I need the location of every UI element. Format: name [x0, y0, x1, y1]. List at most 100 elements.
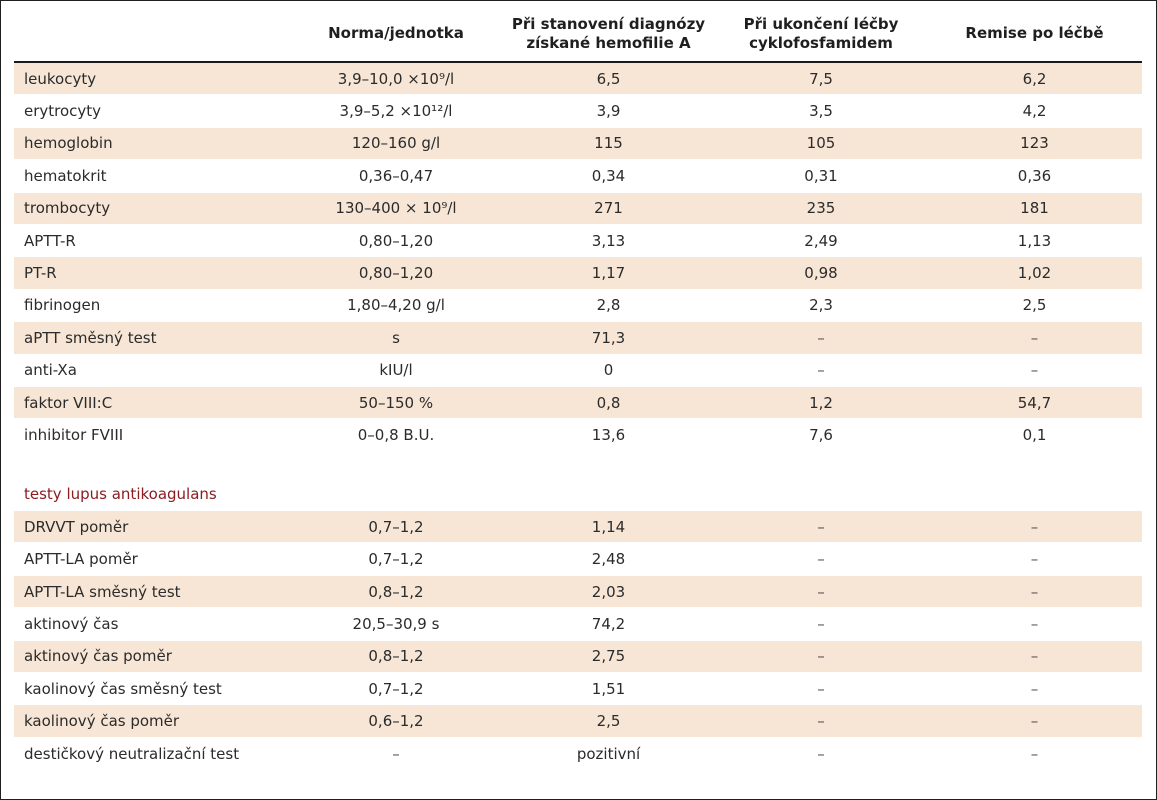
end-of-therapy-cell: 105 — [715, 127, 927, 161]
table-row: kaolinový čas poměr 0,6–1,2 2,5 – – — [14, 704, 1142, 738]
row-label: aPTT směsný test — [14, 321, 290, 355]
table-row: faktor VIII:C 50–150 % 0,8 1,2 54,7 — [14, 386, 1142, 420]
diagnosis-cell: 71,3 — [502, 321, 715, 355]
header-cell-norm: Norma/jednotka — [290, 6, 502, 63]
diagnosis-cell: 271 — [502, 192, 715, 225]
table-row: aktinový čas poměr 0,8–1,2 2,75 – – — [14, 640, 1142, 674]
diagnosis-cell: 0 — [502, 354, 715, 387]
remission-cell: 0,36 — [927, 159, 1142, 193]
header-cell-diagnosis: Při stanovení diagnózy získané hemofilie… — [502, 6, 715, 63]
end-of-therapy-cell: 3,5 — [715, 94, 927, 128]
row-label: aktinový čas poměr — [14, 640, 290, 674]
diagnosis-cell: 13,6 — [502, 418, 715, 452]
norm-cell: 0–0,8 B.U. — [290, 418, 502, 452]
remission-cell: – — [927, 607, 1142, 641]
norm-cell: 0,8–1,2 — [290, 575, 502, 609]
remission-cell: – — [927, 737, 1142, 771]
end-of-therapy-cell: – — [715, 321, 927, 355]
table-row: erytrocyty 3,9–5,2 ×10¹²/l 3,9 3,5 4,2 — [14, 94, 1142, 128]
remission-cell: 181 — [927, 192, 1142, 225]
end-of-therapy-cell: 2,3 — [715, 289, 927, 323]
row-label: APTT-LA poměr — [14, 542, 290, 576]
table-row: APTT-R 0,80–1,20 3,13 2,49 1,13 — [14, 224, 1142, 258]
remission-cell: – — [927, 704, 1142, 738]
end-of-therapy-cell: – — [715, 704, 927, 738]
row-label: trombocyty — [14, 192, 290, 225]
end-of-therapy-cell: 7,6 — [715, 418, 927, 452]
diagnosis-cell: 74,2 — [502, 607, 715, 641]
header-cell-end-of-therapy: Při ukončení léčby cyklofosfamidem — [715, 6, 927, 63]
remission-cell: 1,02 — [927, 256, 1142, 290]
header-cell-parameter — [14, 6, 290, 63]
end-of-therapy-cell: – — [715, 575, 927, 609]
remission-cell: – — [927, 672, 1142, 706]
spacer-row — [14, 451, 1142, 479]
table-row: destičkový neutralizační test – pozitivn… — [14, 737, 1142, 771]
row-label: anti-Xa — [14, 354, 290, 387]
row-label: fibrinogen — [14, 289, 290, 323]
end-of-therapy-cell: – — [715, 510, 927, 544]
norm-cell: 0,80–1,20 — [290, 256, 502, 290]
norm-cell: 120–160 g/l — [290, 127, 502, 161]
norm-cell: 0,80–1,20 — [290, 224, 502, 258]
row-label: aktinový čas — [14, 607, 290, 641]
remission-cell: 2,5 — [927, 289, 1142, 323]
diagnosis-cell: 2,8 — [502, 289, 715, 323]
table-row: leukocyty 3,9–10,0 ×10⁹/l 6,5 7,5 6,2 — [14, 62, 1142, 96]
header-row: Norma/jednotka Při stanovení diagnózy zí… — [14, 6, 1142, 63]
diagnosis-cell: 115 — [502, 127, 715, 161]
table-row: PT-R 0,80–1,20 1,17 0,98 1,02 — [14, 256, 1142, 290]
end-of-therapy-cell: 235 — [715, 192, 927, 225]
norm-cell: 0,8–1,2 — [290, 640, 502, 674]
table-row: hemoglobin 120–160 g/l 115 105 123 — [14, 127, 1142, 161]
end-of-therapy-cell: – — [715, 607, 927, 641]
table-row: trombocyty 130–400 × 10⁹/l 271 235 181 — [14, 192, 1142, 225]
remission-cell: – — [927, 640, 1142, 674]
table-row: fibrinogen 1,80–4,20 g/l 2,8 2,3 2,5 — [14, 289, 1142, 323]
row-label: inhibitor FVIII — [14, 418, 290, 452]
norm-cell: 130–400 × 10⁹/l — [290, 192, 502, 225]
diagnosis-cell: 0,8 — [502, 386, 715, 420]
table-row: anti-Xa kIU/l 0 – – — [14, 354, 1142, 387]
end-of-therapy-cell: 0,98 — [715, 256, 927, 290]
remission-cell: 1,13 — [927, 224, 1142, 258]
norm-cell: – — [290, 737, 502, 771]
row-label: destičkový neutralizační test — [14, 737, 290, 771]
diagnosis-cell: 1,17 — [502, 256, 715, 290]
diagnosis-cell: 3,9 — [502, 94, 715, 128]
remission-cell: 0,1 — [927, 418, 1142, 452]
table-row: inhibitor FVIII 0–0,8 B.U. 13,6 7,6 0,1 — [14, 418, 1142, 452]
row-label: PT-R — [14, 256, 290, 290]
norm-cell: 0,7–1,2 — [290, 510, 502, 544]
header-cell-remission: Remise po léčbě — [927, 6, 1142, 63]
row-label: hemoglobin — [14, 127, 290, 161]
table-row: aktinový čas 20,5–30,9 s 74,2 – – — [14, 607, 1142, 641]
norm-cell: 0,36–0,47 — [290, 159, 502, 193]
row-label: APTT-LA směsný test — [14, 575, 290, 609]
table-row: kaolinový čas směsný test 0,7–1,2 1,51 –… — [14, 672, 1142, 706]
norm-cell: 1,80–4,20 g/l — [290, 289, 502, 323]
remission-cell: – — [927, 354, 1142, 387]
row-label: hematokrit — [14, 159, 290, 193]
row-label: faktor VIII:C — [14, 386, 290, 420]
norm-cell: 3,9–5,2 ×10¹²/l — [290, 94, 502, 128]
end-of-therapy-cell: 2,49 — [715, 224, 927, 258]
row-label: APTT-R — [14, 224, 290, 258]
end-of-therapy-cell: – — [715, 354, 927, 387]
remission-cell: 54,7 — [927, 386, 1142, 420]
table-row: APTT-LA směsný test 0,8–1,2 2,03 – – — [14, 575, 1142, 609]
diagnosis-cell: 3,13 — [502, 224, 715, 258]
diagnosis-cell: 1,51 — [502, 672, 715, 706]
diagnosis-cell: pozitivní — [502, 737, 715, 771]
end-of-therapy-cell: – — [715, 737, 927, 771]
section-title: testy lupus antikoagulans — [14, 478, 1142, 512]
norm-cell: kIU/l — [290, 354, 502, 387]
end-of-therapy-cell: – — [715, 672, 927, 706]
norm-cell: s — [290, 321, 502, 355]
diagnosis-cell: 6,5 — [502, 62, 715, 96]
section-title-row: testy lupus antikoagulans — [14, 478, 1142, 512]
row-label: kaolinový čas poměr — [14, 704, 290, 738]
norm-cell: 0,6–1,2 — [290, 704, 502, 738]
norm-cell: 0,7–1,2 — [290, 542, 502, 576]
table-row: DRVVT poměr 0,7–1,2 1,14 – – — [14, 510, 1142, 544]
